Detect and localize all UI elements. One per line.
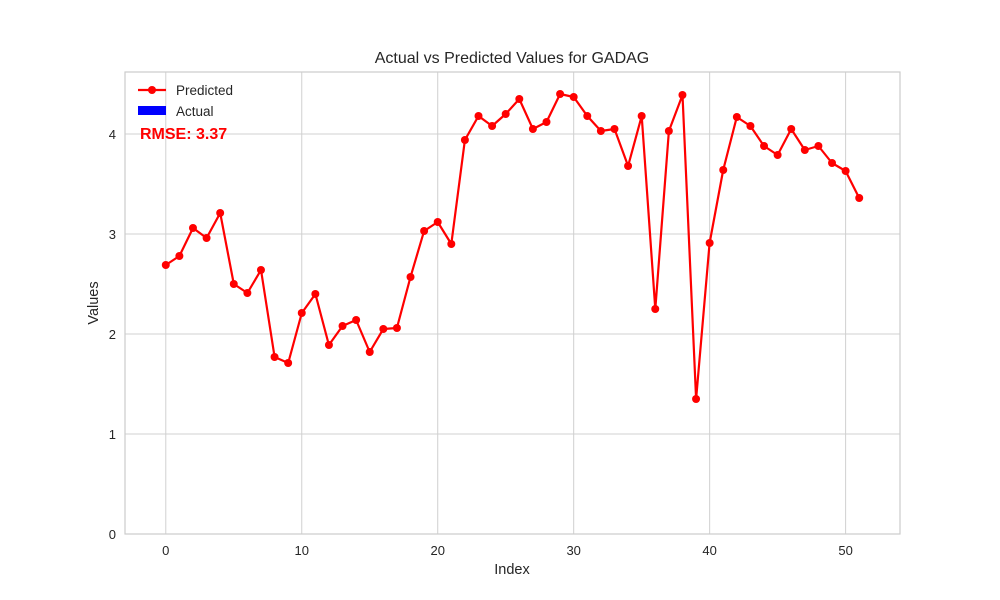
x-tick-label: 30 (566, 543, 580, 558)
plot-background (125, 72, 900, 534)
predicted-point (338, 322, 347, 330)
predicted-point (474, 112, 483, 120)
legend-actual-label: Actual (176, 104, 214, 119)
predicted-line (165, 92, 861, 401)
predicted-point (569, 93, 578, 101)
predicted-point (855, 194, 864, 202)
predicted-point (515, 95, 524, 103)
predicted-point (175, 252, 184, 260)
predicted-point (828, 159, 837, 167)
predicted-point (256, 266, 265, 274)
predicted-point (556, 90, 565, 98)
predicted-point (229, 280, 238, 288)
predicted-point (216, 209, 225, 217)
predicted-point (243, 289, 252, 297)
predicted-point (324, 341, 333, 349)
predicted-point (678, 91, 687, 99)
y-tick-label: 4 (109, 127, 116, 142)
x-axis-label: Index (494, 562, 530, 578)
x-tick-label: 20 (430, 543, 444, 558)
x-tick-label: 10 (295, 543, 309, 558)
chart-title: Actual vs Predicted Values for GADAG (375, 50, 649, 67)
predicted-point (800, 146, 809, 154)
y-axis-label: Values (86, 281, 102, 324)
predicted-point (610, 125, 619, 133)
y-tick-label: 1 (109, 427, 116, 442)
predicted-point (773, 151, 782, 159)
predicted-point (284, 359, 293, 367)
predicted-point (420, 227, 429, 235)
predicted-point (624, 162, 633, 170)
predicted-point (528, 125, 537, 133)
rmse-annotation: RMSE: 3.37 (140, 126, 227, 143)
x-tick-label: 50 (838, 543, 852, 558)
predicted-point (787, 125, 796, 133)
series-layer (161, 90, 864, 403)
predicted-point (460, 136, 469, 144)
predicted-point (202, 234, 211, 242)
predicted-point (379, 325, 388, 333)
predicted-point (161, 261, 170, 269)
legend: Predicted Actual (138, 83, 233, 119)
predicted-point (596, 127, 605, 135)
predicted-point (297, 309, 306, 317)
predicted-point (719, 166, 728, 174)
predicted-point (447, 240, 456, 248)
predicted-point (542, 118, 551, 126)
predicted-point (692, 395, 701, 403)
predicted-point (760, 142, 769, 150)
legend-predicted-marker (148, 86, 156, 94)
y-tick-label: 2 (109, 327, 116, 342)
predicted-point (746, 122, 755, 130)
predicted-point (841, 167, 850, 175)
plot-frame (124, 71, 901, 535)
predicted-point (392, 324, 401, 332)
y-tick-labels: 0 1 2 3 4 (109, 127, 116, 542)
predicted-point (501, 110, 510, 118)
predicted-point (188, 224, 197, 232)
predicted-point (406, 273, 415, 281)
predicted-point (814, 142, 823, 150)
y-tick-label: 0 (109, 527, 116, 542)
predicted-point (270, 353, 279, 361)
legend-predicted-label: Predicted (176, 83, 233, 98)
predicted-point (664, 127, 673, 135)
x-tick-label: 0 (162, 543, 169, 558)
predicted-point (583, 112, 592, 120)
predicted-point (352, 316, 361, 324)
predicted-point (311, 290, 320, 298)
y-tick-label: 3 (109, 227, 116, 242)
predicted-point (637, 112, 646, 120)
predicted-point (651, 305, 660, 313)
predicted-point (365, 348, 374, 356)
x-tick-label: 40 (702, 543, 716, 558)
predicted-point (705, 239, 714, 247)
legend-actual-swatch (138, 106, 166, 115)
predicted-point (732, 113, 741, 121)
predicted-point (433, 218, 442, 226)
predicted-point (488, 122, 497, 130)
x-tick-labels: 0 10 20 30 40 50 (162, 543, 853, 558)
